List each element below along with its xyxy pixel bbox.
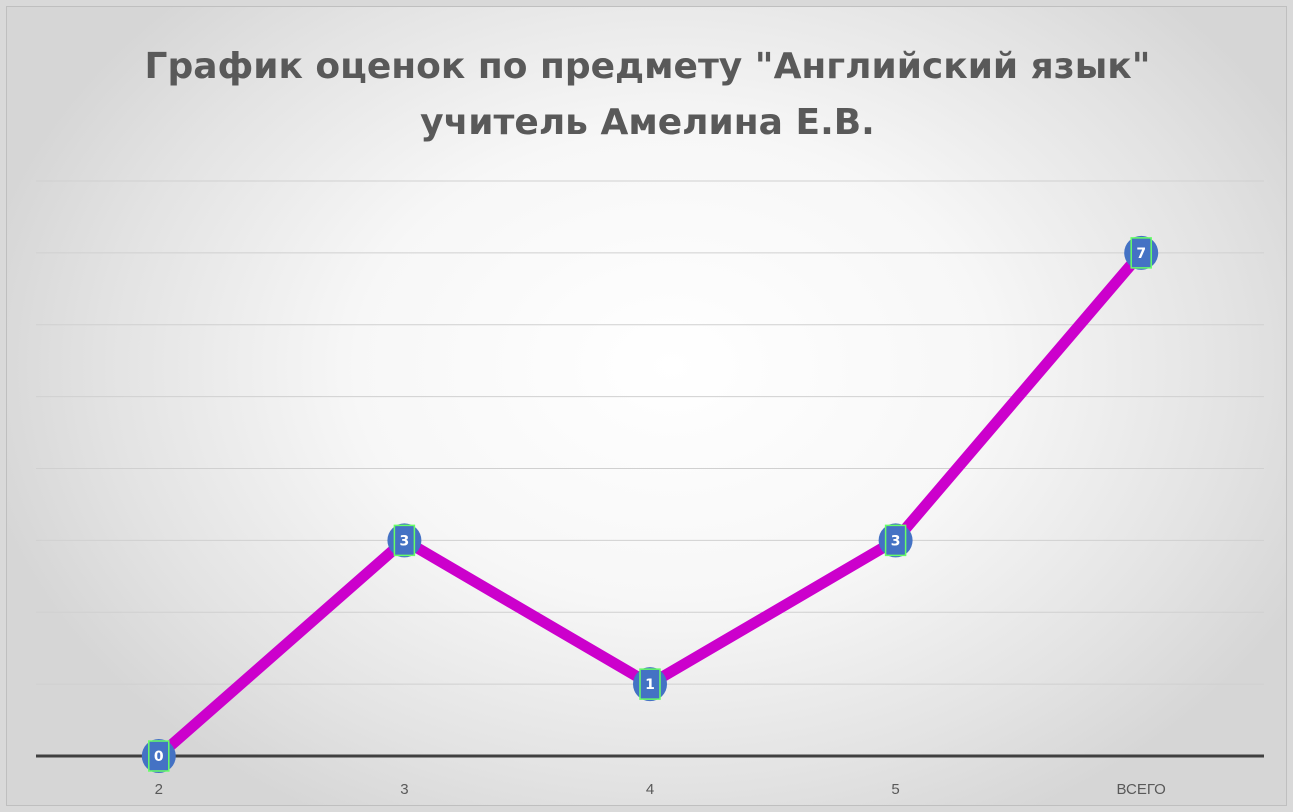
data-point-2: 1 <box>633 667 667 702</box>
data-label: 1 <box>645 677 655 693</box>
x-tick-label: ВСЕГО <box>1117 781 1166 798</box>
x-tick-labels: 2 3 4 5 ВСЕГО <box>155 781 1166 798</box>
chart-title: График оценок по предмету "Английский яз… <box>7 39 1288 151</box>
markers-group: 0 3 1 3 7 <box>141 235 1159 773</box>
data-label-box <box>393 524 416 557</box>
x-tick-label: 4 <box>646 781 654 798</box>
data-label: 3 <box>400 533 410 549</box>
point-marker <box>1124 235 1159 270</box>
point-marker <box>141 739 176 773</box>
gridlines <box>36 180 1264 685</box>
point-marker <box>387 523 422 558</box>
point-marker <box>878 523 913 558</box>
data-label: 0 <box>154 749 164 765</box>
chart-title-line-1: График оценок по предмету "Английский яз… <box>144 46 1151 87</box>
data-point-4: 7 <box>1124 235 1159 270</box>
data-label-box <box>1130 237 1152 269</box>
data-point-3: 3 <box>878 523 913 558</box>
data-label-box <box>639 668 661 700</box>
data-label: 7 <box>1136 246 1146 262</box>
data-point-0: 0 <box>141 739 176 773</box>
data-label-box <box>148 740 170 772</box>
x-tick-label: 3 <box>400 781 408 798</box>
x-tick-label: 2 <box>155 781 163 798</box>
x-tick-label: 5 <box>891 781 899 798</box>
data-label-box <box>884 524 907 557</box>
data-point-1: 3 <box>387 523 422 558</box>
chart-title-line-2: учитель Амелина Е.В. <box>420 102 875 143</box>
point-marker <box>633 667 667 702</box>
data-label: 3 <box>891 533 901 549</box>
